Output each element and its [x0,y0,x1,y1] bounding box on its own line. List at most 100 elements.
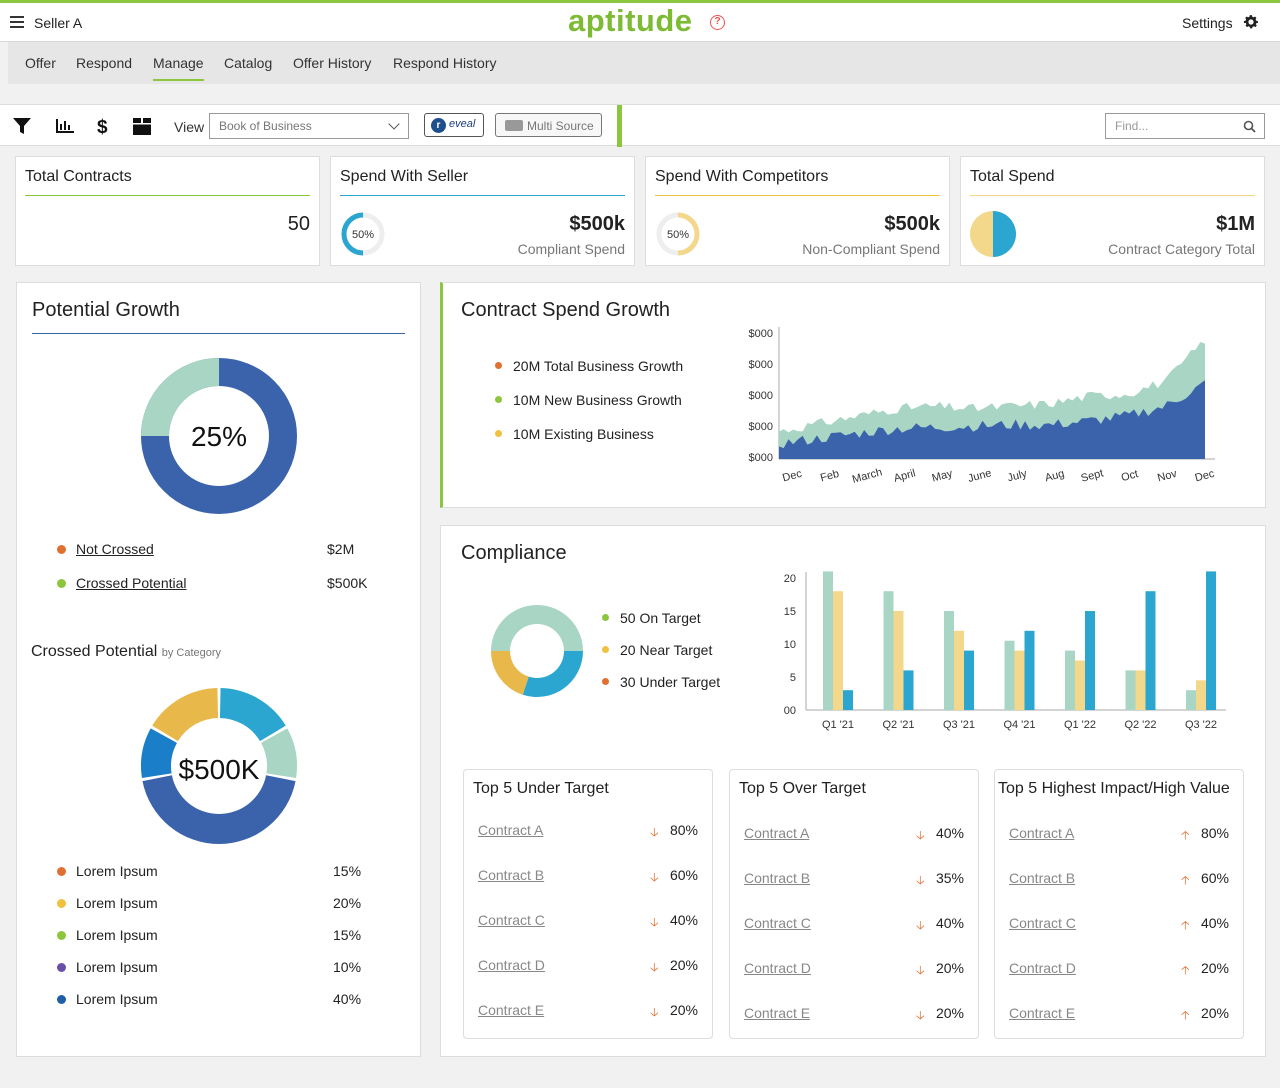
kpi-title: Spend With Seller [340,168,469,185]
view-select-value: Book of Business [219,119,312,133]
user-name[interactable]: Seller A [34,15,83,31]
legend-dot [602,678,609,685]
legend-label: 20 Near Target [620,642,713,658]
arrow-up-icon: 🡡 [1181,918,1190,932]
y-tick-label: 20 [784,573,796,585]
legend-dot [57,963,66,972]
contract-link[interactable]: Contract B [1009,870,1076,886]
kpi-subtitle: Non-Compliant Spend [802,241,940,257]
nav-catalog[interactable]: Catalog [224,55,273,71]
app-logo: aptitude [568,3,693,38]
bar [1004,640,1015,710]
top5-table: Top 5 Under Target Contract A 🡣 80% Contra… [463,769,713,1039]
multi-source-button[interactable]: Multi Source [495,113,602,137]
contract-spend-growth-panel: Contract Spend Growth 20M Total Business… [440,282,1266,508]
legend-dot [495,430,502,437]
x-tick-label: Aug [1044,468,1066,485]
x-tick-label: July [1006,468,1028,485]
nav-respond-history[interactable]: Respond History [393,55,497,71]
legend-dot [57,931,66,940]
box-icon[interactable] [131,115,153,137]
donut-segment [152,688,219,742]
bar [1024,630,1035,710]
toolbar-divider [617,105,622,147]
kpi-title: Spend With Competitors [655,168,829,185]
nav-manage[interactable]: Manage [153,55,204,81]
nav-offer-history[interactable]: Offer History [293,55,372,71]
contract-link[interactable]: Contract D [1009,960,1076,976]
contract-link[interactable]: Contract A [478,822,544,838]
contract-link[interactable]: Contract A [744,825,810,841]
kpi-spend-with-competitors: Spend With Competitors 50% $500k Non-Com… [645,156,950,266]
arrow-up-icon: 🡡 [1181,873,1190,887]
contract-link[interactable]: Contract E [744,1005,811,1021]
contract-link[interactable]: Contract B [744,870,811,886]
bar [893,611,904,710]
sub-title-small: by Category [161,647,222,659]
section-divider [32,333,405,334]
bar [1186,690,1196,710]
crossed-potential-donut: $500K [141,688,297,844]
not-crossed-value: $2M [327,541,355,557]
contract-link[interactable]: Contract E [1009,1005,1076,1021]
table-title: Top 5 Under Target [473,780,609,797]
kpi-value: $1M [1216,213,1255,235]
arrow-down-icon: 🡣 [916,1008,925,1022]
category-label: Lorem Ipsum [76,991,158,1007]
view-select[interactable]: Book of Business [209,113,409,139]
bar-chart-icon[interactable] [54,115,76,137]
x-tick-label: Q1 '22 [1064,719,1096,731]
help-icon[interactable]: ? [710,15,725,30]
kpi-divider [970,195,1255,196]
contract-link[interactable]: Contract E [478,1002,545,1018]
contract-pct: 60% [669,867,698,883]
kpi-divider [25,195,310,196]
table-title: Top 5 Highest Impact/High Value [998,780,1230,797]
x-tick-label: Oct [1120,468,1140,484]
reveal-button[interactable]: r eveal [424,113,484,137]
x-tick-label: Sept [1080,467,1105,484]
x-tick-label: Dec [781,468,803,485]
x-tick-label: Feb [819,468,840,485]
category-value: 15% [333,863,362,879]
contract-pct: 20% [935,960,964,976]
contract-link[interactable]: Contract C [478,912,545,928]
category-label: Lorem Ipsum [76,863,158,879]
kpi-spend-with-seller: Spend With Seller 50% $500k Compliant Sp… [330,156,635,266]
top5-table: Top 5 Over Target Contract A 🡣 40% Contrac… [729,769,979,1039]
filter-icon[interactable] [11,115,33,137]
contract-link[interactable]: Contract D [744,960,811,976]
sub-title-main: Crossed Potential [31,643,158,660]
contract-link[interactable]: Contract D [478,957,545,973]
hamburger-icon[interactable] [10,16,24,28]
contract-link[interactable]: Contract C [744,915,811,931]
category-label: Lorem Ipsum [76,959,158,975]
x-tick-label: May [931,467,955,484]
ring-label: 50% [352,229,374,241]
contract-link[interactable]: Contract B [478,867,545,883]
top-bar: Seller A aptitude ? Settings [0,0,1280,42]
category-value: 10% [333,959,362,975]
dollar-icon[interactable]: $ [92,115,114,137]
gear-icon[interactable] [1242,13,1260,31]
donut-segment [491,651,529,695]
contract-pct: 40% [935,915,964,931]
settings-link[interactable]: Settings [1182,15,1233,31]
nav-offer[interactable]: Offer [25,55,56,71]
contract-link[interactable]: Contract A [1009,825,1075,841]
bar [1206,571,1216,710]
total-spend-pie-chart [970,211,1016,257]
bar [1065,650,1075,710]
find-input[interactable]: Find... [1105,113,1265,139]
contract-pct: 40% [669,912,698,928]
not-crossed-link[interactable]: Not Crossed [76,541,154,557]
nav-respond[interactable]: Respond [76,55,133,71]
crossed-potential-link[interactable]: Crossed Potential [76,575,187,591]
contract-pct: 60% [1200,870,1229,886]
contract-link[interactable]: Contract C [1009,915,1076,931]
x-tick-label: Nov [1156,468,1178,485]
potential-growth-panel: Potential Growth 25% Not Crossed $2M Cro… [16,282,421,1057]
kpi-value: 50 [287,213,310,235]
kpi-divider [655,195,940,196]
donut-segment [522,651,583,697]
